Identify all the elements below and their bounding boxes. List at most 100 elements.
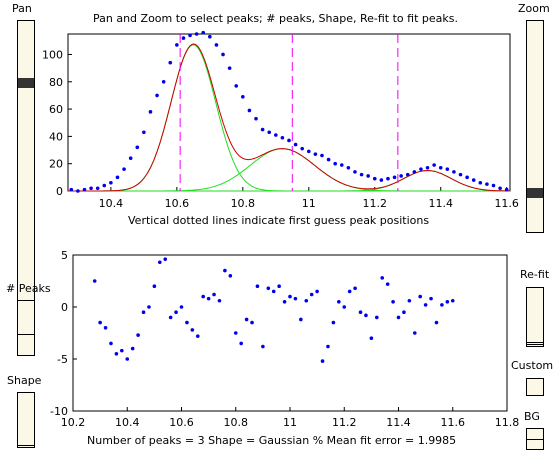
custom-button[interactable] [526, 378, 544, 396]
residual-point [92, 279, 97, 283]
pan-label: Pan [12, 2, 32, 15]
residual-point [190, 328, 195, 332]
residual-point [299, 317, 303, 322]
residual-point [103, 326, 108, 330]
shape-slider[interactable] [17, 392, 35, 448]
residual-point [380, 276, 385, 280]
top-data-point [274, 133, 278, 137]
residual-point [158, 260, 162, 265]
top-data-point [69, 187, 74, 192]
top-data-point [504, 187, 509, 192]
top-data-point [89, 186, 93, 191]
residual-point [185, 320, 189, 325]
top-data-point [392, 175, 397, 180]
zoom-slider[interactable] [526, 20, 544, 233]
top-y-tick-label: 40 [49, 130, 63, 143]
top-data-point [339, 163, 344, 167]
top-data-point [419, 167, 423, 171]
top-data-point [405, 172, 410, 177]
residual-point [358, 310, 363, 315]
top-data-point [122, 167, 126, 171]
top-data-point [280, 135, 285, 140]
top-data-point [241, 95, 245, 99]
residual-point [293, 296, 298, 301]
residual-point [271, 289, 276, 294]
bg-label: BG [524, 410, 540, 423]
bottom-y-tick-label: -5 [57, 353, 68, 366]
top-data-point [485, 182, 489, 186]
top-data-point [372, 176, 377, 181]
top-data-point [399, 174, 403, 178]
residual-point [369, 336, 374, 341]
shape-label: Shape [7, 374, 42, 387]
bottom-y-tick-label: 0 [61, 301, 68, 314]
top-data-point [115, 175, 120, 180]
top-data-point [208, 34, 212, 39]
top-data-point [234, 84, 239, 88]
bottom-y-tick-label: 5 [61, 249, 68, 262]
top-data-point [359, 172, 364, 177]
residual-point [244, 317, 249, 322]
residual-point [217, 298, 222, 303]
top-data-point [214, 43, 219, 47]
custom-label: Custom [511, 359, 554, 372]
top-data-point [175, 43, 179, 47]
top-x-tick-label: 11.4 [428, 197, 453, 210]
residual-point [114, 352, 119, 356]
top-data-point [254, 116, 258, 121]
residual-point [396, 315, 401, 320]
top-data-point [300, 146, 304, 151]
residual-point [109, 341, 113, 346]
residual-point [223, 268, 227, 273]
residual-point [391, 300, 395, 304]
top-data-point [465, 175, 469, 180]
top-data-point [247, 108, 252, 113]
bottom-x-tick-label: 11.2 [332, 416, 357, 429]
top-data-point [135, 145, 140, 150]
residual-point [130, 346, 135, 351]
top-data-point [227, 66, 232, 70]
residual-point [168, 315, 173, 320]
top-x-tick-label: 10.6 [165, 197, 190, 210]
residual-point [412, 331, 417, 335]
residual-point [353, 286, 357, 291]
residual-point [315, 289, 319, 294]
residual-point [136, 333, 140, 337]
bottom-x-tick-label: 10.8 [224, 416, 249, 429]
bottom-x-tick-label: 11.8 [495, 416, 520, 429]
top-data-point [155, 93, 159, 98]
zoom-slider-thumb[interactable] [527, 188, 543, 198]
residual-point [212, 292, 216, 297]
top-data-point [313, 152, 318, 156]
residual-point [434, 320, 439, 325]
peaks-label: # Peaks [6, 282, 51, 295]
top-data-point [260, 127, 265, 132]
residual-point [228, 274, 233, 278]
top-data-point [326, 157, 331, 162]
top-data-point [412, 170, 417, 174]
residual-point [445, 300, 450, 304]
residual-point [147, 305, 151, 309]
top-data-point [82, 187, 87, 192]
bg-button-marker [527, 439, 543, 440]
top-data-point [194, 32, 199, 36]
shape-slider-marker [18, 445, 34, 446]
residual-point [233, 331, 238, 335]
bg-button[interactable] [526, 428, 544, 450]
peaks-slider[interactable] [17, 300, 35, 356]
top-y-tick-label: 100 [42, 48, 63, 61]
residual-point [163, 257, 168, 261]
top-data-point [425, 165, 430, 170]
bottom-plot-xlabel: Number of peaks = 3 Shape = Gaussian % M… [87, 434, 457, 447]
top-data-point [333, 161, 337, 166]
top-data-point [142, 130, 146, 135]
top-y-tick-label: 20 [49, 158, 63, 171]
residual-point [120, 348, 124, 353]
residual-point [255, 284, 260, 289]
pan-slider-thumb[interactable] [18, 78, 34, 88]
top-data-point [168, 60, 173, 65]
refit-button[interactable] [526, 287, 544, 347]
top-y-tick-label: 60 [49, 103, 63, 116]
refit-marker [527, 342, 543, 343]
top-data-point [306, 149, 311, 154]
